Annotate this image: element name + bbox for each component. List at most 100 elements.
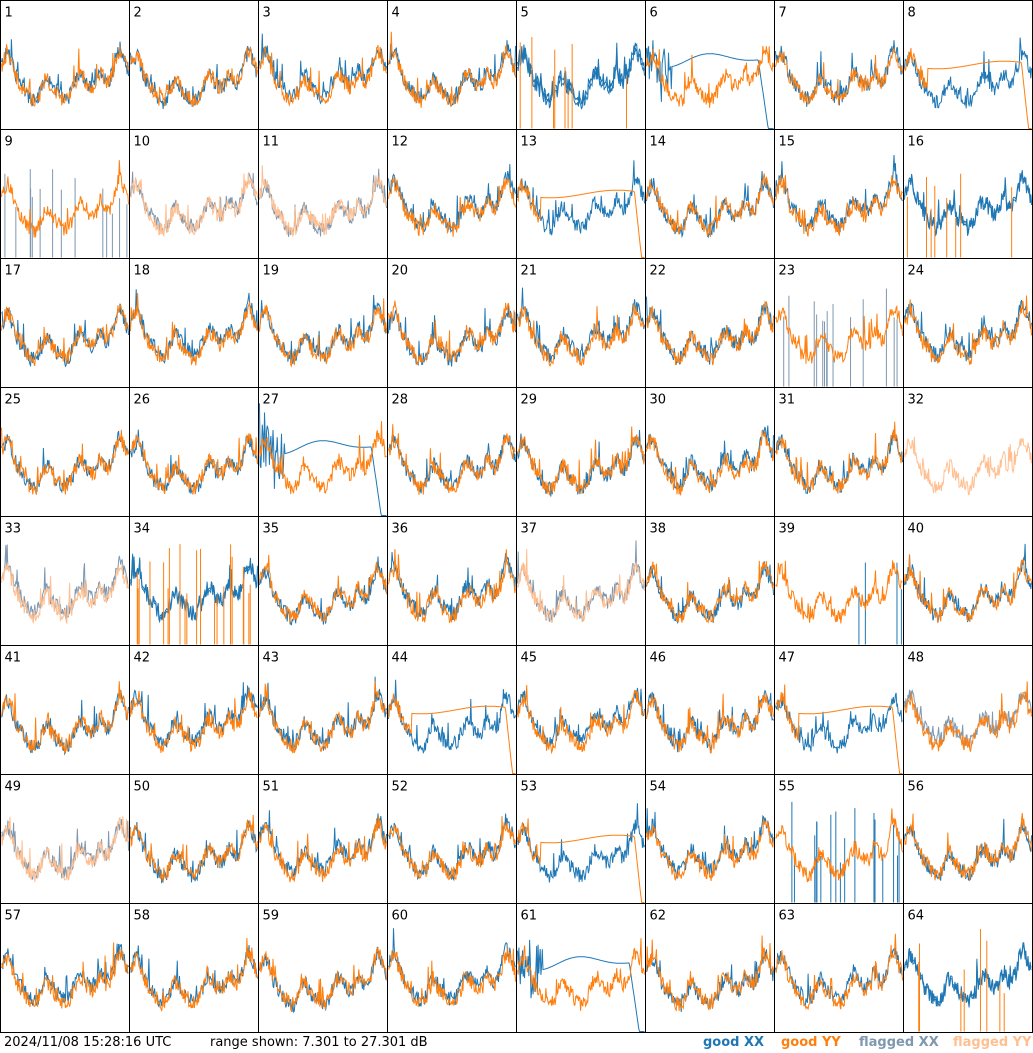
antenna-panel-29: 29 [516, 387, 646, 517]
yy-trace [775, 174, 903, 237]
antenna-panel-54: 54 [645, 774, 775, 904]
antenna-panel-5: 5 [516, 0, 646, 130]
antenna-panel-15: 15 [774, 129, 904, 259]
panel-number: 63 [779, 909, 796, 924]
antenna-panel-62: 62 [645, 903, 775, 1033]
xx-trace [259, 676, 387, 752]
yy-trace [130, 46, 258, 108]
panel-number: 6 [650, 6, 658, 21]
footer: 2024/11/08 15:28:16 UTC range shown: 7.3… [0, 1033, 1033, 1053]
yy-trace [646, 45, 774, 108]
xx-trace [517, 160, 645, 236]
antenna-panel-4: 4 [387, 0, 517, 130]
yy-trace [388, 549, 516, 623]
timestamp-label: 2024/11/08 15:28:16 UTC [4, 1035, 172, 1050]
panel-number: 54 [650, 780, 667, 795]
xx-trace [775, 429, 903, 495]
xx-trace [517, 42, 645, 105]
yy-trace [1, 561, 129, 625]
yy-trace [259, 947, 387, 1012]
antenna-panel-41: 41 [0, 645, 130, 775]
panel-number: 26 [134, 393, 151, 408]
panel-number: 40 [908, 522, 925, 537]
panel-number: 21 [521, 264, 538, 279]
yy-trace [775, 808, 903, 883]
yy-trace [904, 295, 1032, 365]
panel-number: 8 [908, 6, 916, 21]
xx-trace [130, 682, 258, 749]
range-label: range shown: 7.301 to 27.301 dB [210, 1035, 428, 1050]
panel-number: 10 [134, 135, 151, 150]
panel-number: 61 [521, 909, 538, 924]
antenna-panel-22: 22 [645, 258, 775, 388]
yy-trace [388, 947, 516, 1007]
panel-number: 20 [392, 264, 409, 279]
panel-number: 52 [392, 780, 409, 795]
yy-trace [1, 303, 129, 367]
xx-trace [130, 553, 258, 621]
panel-number: 1 [5, 6, 13, 21]
xx-trace [1, 818, 129, 880]
panel-number: 15 [779, 135, 796, 150]
panel-number: 55 [779, 780, 796, 795]
panel-number: 2 [134, 6, 142, 21]
yy-trace [646, 693, 774, 754]
xx-trace [1, 303, 129, 368]
yy-trace [646, 935, 774, 1012]
legend-flagged-yy: flagged YY [953, 1035, 1032, 1050]
antenna-panel-30: 30 [645, 387, 775, 517]
yy-trace [1, 160, 129, 238]
antenna-panel-21: 21 [516, 258, 646, 388]
xx-trace [646, 170, 774, 239]
yy-trace [130, 433, 258, 495]
antenna-panel-55: 55 [774, 774, 904, 904]
antenna-panel-32: 32 [903, 387, 1033, 517]
antenna-panel-61: 61 [516, 903, 646, 1033]
antenna-panel-39: 39 [774, 516, 904, 646]
antenna-panel-53: 53 [516, 774, 646, 904]
legend-flagged-xx: flagged XX [859, 1035, 939, 1050]
antenna-panel-23: 23 [774, 258, 904, 388]
xx-trace [1, 690, 129, 756]
panel-number: 18 [134, 264, 151, 279]
xx-trace [775, 154, 903, 234]
panel-number: 56 [908, 780, 925, 795]
xx-trace [130, 289, 258, 364]
panel-number: 5 [521, 6, 529, 21]
antenna-panel-2: 2 [129, 0, 259, 130]
xx-trace [904, 543, 1032, 623]
antenna-panel-16: 16 [903, 129, 1033, 259]
panel-number: 57 [5, 909, 22, 924]
panel-number: 53 [521, 780, 538, 795]
panel-border [0, 129, 130, 259]
xx-trace [904, 170, 1032, 235]
panel-number: 37 [521, 522, 538, 537]
xx-trace [259, 810, 387, 877]
antenna-panel-45: 45 [516, 645, 646, 775]
panel-number: 39 [779, 522, 796, 537]
antenna-panel-7: 7 [774, 0, 904, 130]
xx-trace [388, 928, 516, 1007]
xx-trace [388, 813, 516, 882]
panel-number: 38 [650, 522, 667, 537]
panel-number: 51 [263, 780, 280, 795]
antenna-panel-31: 31 [774, 387, 904, 517]
xx-trace [517, 287, 645, 364]
yy-trace [1, 816, 129, 882]
xx-trace [259, 403, 387, 516]
xx-trace [388, 164, 516, 234]
panel-number: 33 [5, 522, 22, 537]
yy-trace [646, 560, 774, 624]
panel-number: 62 [650, 909, 667, 924]
yy-trace [130, 173, 258, 237]
antenna-panel-14: 14 [645, 129, 775, 259]
yy-trace [517, 426, 645, 496]
panel-number: 12 [392, 135, 409, 150]
yy-trace [1, 44, 129, 107]
antenna-panel-63: 63 [774, 903, 904, 1033]
yy-trace [130, 292, 258, 366]
panel-border [0, 0, 130, 130]
panel-border [387, 0, 517, 130]
xx-trace [1, 943, 129, 1007]
xx-trace [517, 429, 645, 497]
